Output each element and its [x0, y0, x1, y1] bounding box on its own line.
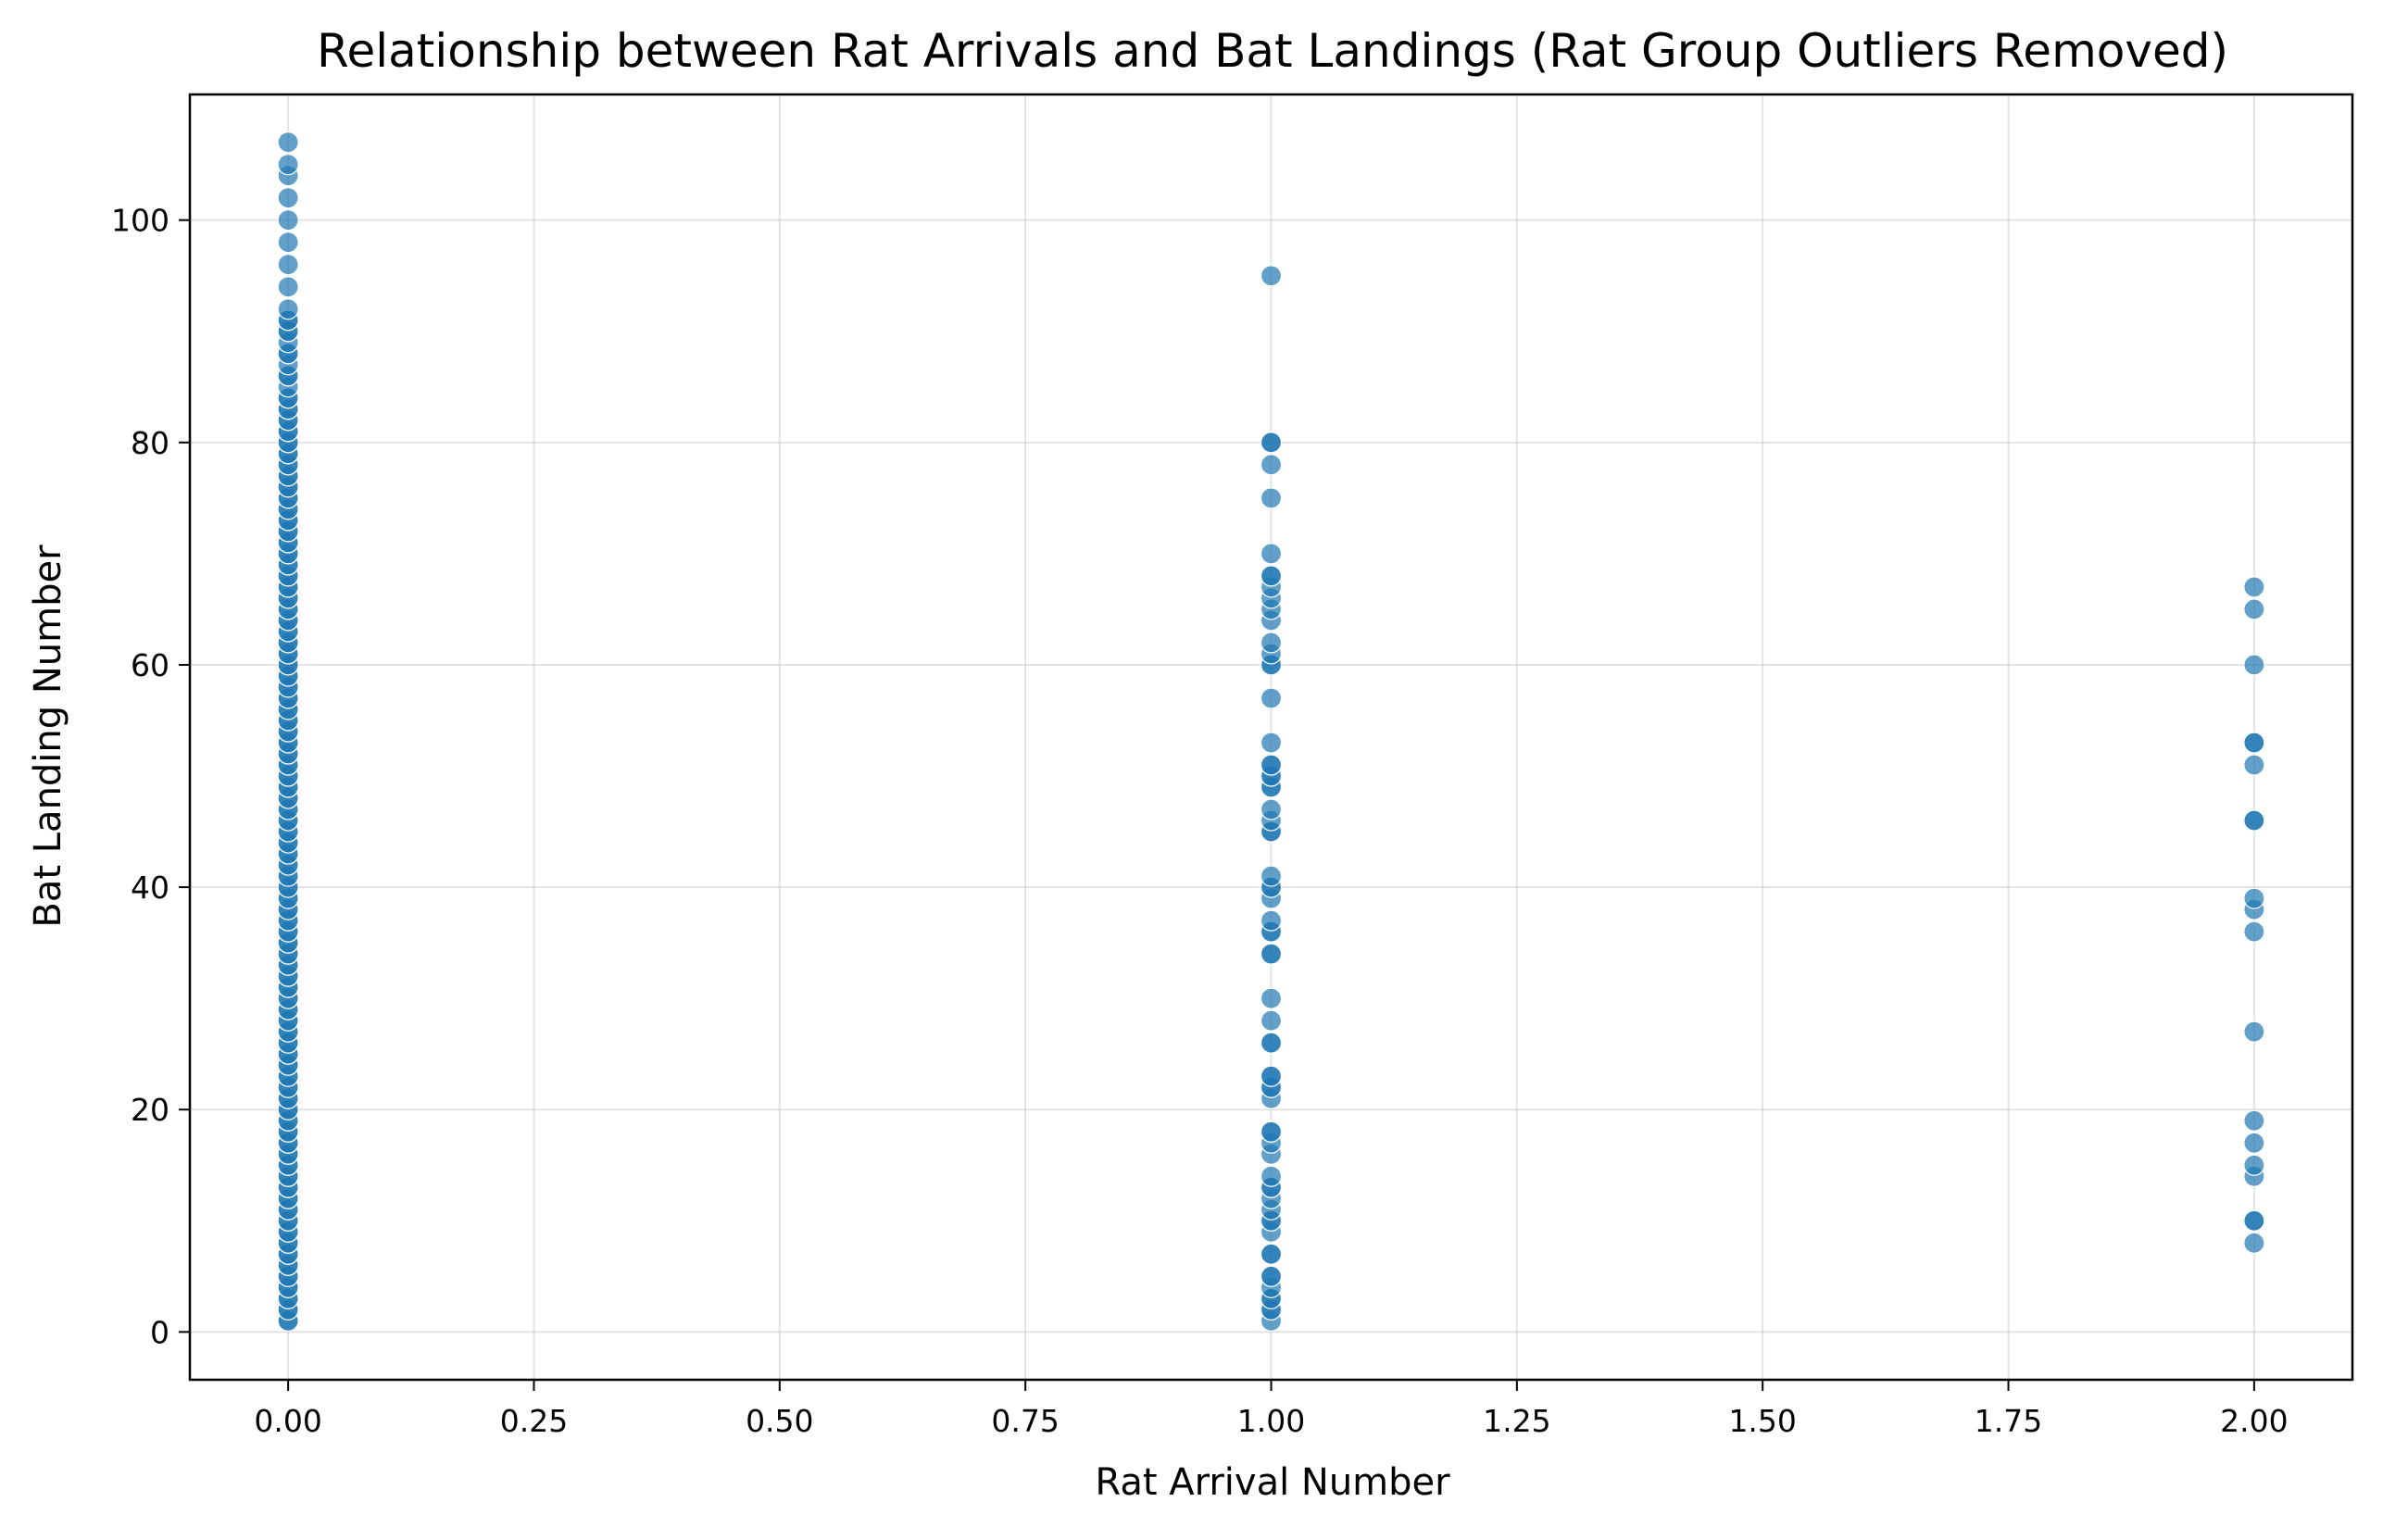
data-point	[2243, 1232, 2265, 1254]
y-tick-label: 80	[131, 425, 169, 461]
data-point	[2243, 1132, 2265, 1154]
chart-title: Relationship between Rat Arrivals and Ba…	[317, 24, 2228, 78]
x-axis: 0.00 0.25 0.50 0.75 1.00 1.25 1.50 1.75 2.00	[254, 1380, 2289, 1439]
x-tick-label: 1.75	[1975, 1403, 2042, 1439]
data-point	[277, 209, 299, 232]
data-point	[1260, 1032, 1283, 1054]
data-point	[1260, 909, 1283, 932]
y-tick-label: 100	[111, 203, 169, 239]
data-point	[1260, 1120, 1283, 1143]
data-point	[277, 276, 299, 298]
data-point	[1260, 543, 1283, 565]
y-tick-label: 20	[131, 1092, 169, 1128]
y-tick-label: 40	[131, 870, 169, 906]
data-point	[277, 232, 299, 254]
data-point	[2243, 598, 2265, 620]
x-tick-label: 0.25	[500, 1403, 568, 1439]
data-point	[277, 131, 299, 154]
y-tick-label: 60	[131, 647, 169, 683]
x-tick-label: 1.50	[1728, 1403, 1796, 1439]
data-point	[2243, 809, 2265, 832]
data-point	[1260, 1265, 1283, 1287]
data-point	[277, 298, 299, 320]
data-point	[2243, 887, 2265, 909]
data-point	[1260, 732, 1283, 754]
data-point	[1260, 265, 1283, 287]
data-point	[1260, 454, 1283, 476]
data-point	[1260, 754, 1283, 776]
data-point	[2243, 920, 2265, 943]
data-point	[1260, 432, 1283, 454]
x-axis-label: Rat Arrival Number	[1095, 1461, 1450, 1504]
data-point	[2243, 754, 2265, 776]
data-points	[277, 131, 2265, 1332]
data-point	[1260, 1009, 1283, 1032]
data-point	[2243, 1209, 2265, 1232]
data-point	[2243, 1020, 2265, 1043]
data-point	[1260, 865, 1283, 887]
data-point	[277, 187, 299, 209]
data-point	[1260, 1243, 1283, 1265]
x-tick-label: 1.25	[1483, 1403, 1550, 1439]
y-tick-label: 0	[150, 1314, 169, 1350]
x-tick-label: 1.00	[1237, 1403, 1305, 1439]
x-tick-label: 0.75	[991, 1403, 1059, 1439]
data-point	[2243, 1109, 2265, 1132]
data-point	[1260, 1065, 1283, 1087]
x-tick-label: 0.00	[254, 1403, 321, 1439]
data-point	[2243, 654, 2265, 676]
data-point	[2243, 576, 2265, 598]
data-point	[1260, 943, 1283, 965]
data-point	[277, 154, 299, 176]
data-point	[2243, 732, 2265, 754]
data-point	[1260, 798, 1283, 820]
data-point	[1260, 487, 1283, 509]
data-point	[1260, 1165, 1283, 1187]
data-point	[2243, 1154, 2265, 1176]
data-point	[277, 254, 299, 276]
data-point	[1260, 632, 1283, 654]
x-tick-label: 2.00	[2220, 1403, 2288, 1439]
y-axis-label: Bat Landing Number	[27, 544, 69, 928]
data-point	[1260, 687, 1283, 709]
x-tick-label: 0.50	[746, 1403, 813, 1439]
y-axis: 0 20 40 60 80 100	[111, 203, 190, 1350]
data-point	[1260, 565, 1283, 587]
data-point	[1260, 987, 1283, 1009]
